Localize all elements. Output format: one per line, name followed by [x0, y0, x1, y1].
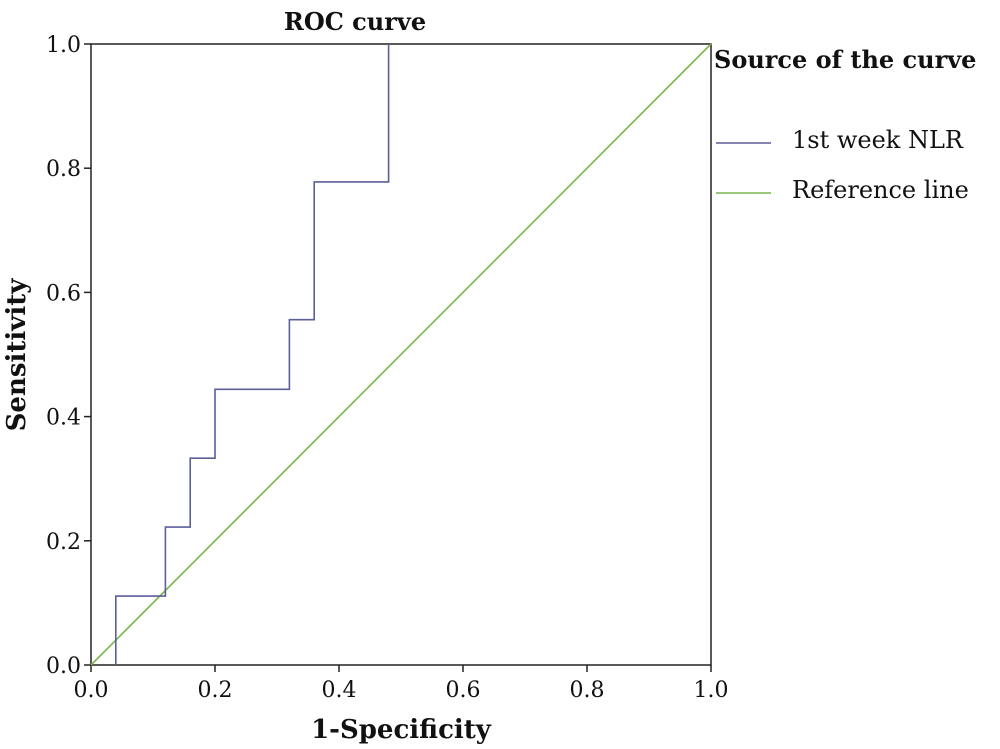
plot-frame	[90, 43, 712, 666]
x-axis-ticks: 0.0 0.2 0.4 0.6 0.8 1.0	[74, 665, 729, 703]
y-axis-ticks: 0.0 0.2 0.4 0.6 0.8 1.0	[46, 33, 91, 679]
y-tick-label: 0.6	[46, 281, 81, 306]
legend-title: Source of the curve	[714, 45, 976, 74]
series-layer	[90, 43, 712, 666]
series-line-1	[90, 43, 712, 666]
legend: Source of the curve 1st week NLR Referenc…	[714, 45, 976, 204]
x-tick-label: 1.0	[694, 678, 729, 703]
y-tick-label: 1.0	[46, 33, 81, 58]
x-tick-label: 0.8	[570, 678, 605, 703]
x-tick-label: 0.4	[322, 678, 357, 703]
y-axis-label: Sensitivity	[2, 278, 32, 432]
series-line-0	[115, 44, 390, 665]
x-tick-label: 0.6	[446, 678, 481, 703]
chart-title: ROC curve	[284, 7, 426, 36]
y-tick-label: 0.4	[46, 406, 81, 431]
x-axis-label: 1-Specificity	[311, 715, 492, 745]
legend-entry-label: 1st week NLR	[792, 126, 964, 154]
x-tick-label: 0.2	[198, 678, 233, 703]
x-tick-label: 0.0	[74, 678, 109, 703]
y-tick-label: 0.2	[46, 530, 81, 555]
y-tick-label: 0.8	[46, 157, 81, 182]
legend-entry-label: Reference line	[792, 176, 969, 204]
y-tick-label: 0.0	[46, 654, 81, 679]
